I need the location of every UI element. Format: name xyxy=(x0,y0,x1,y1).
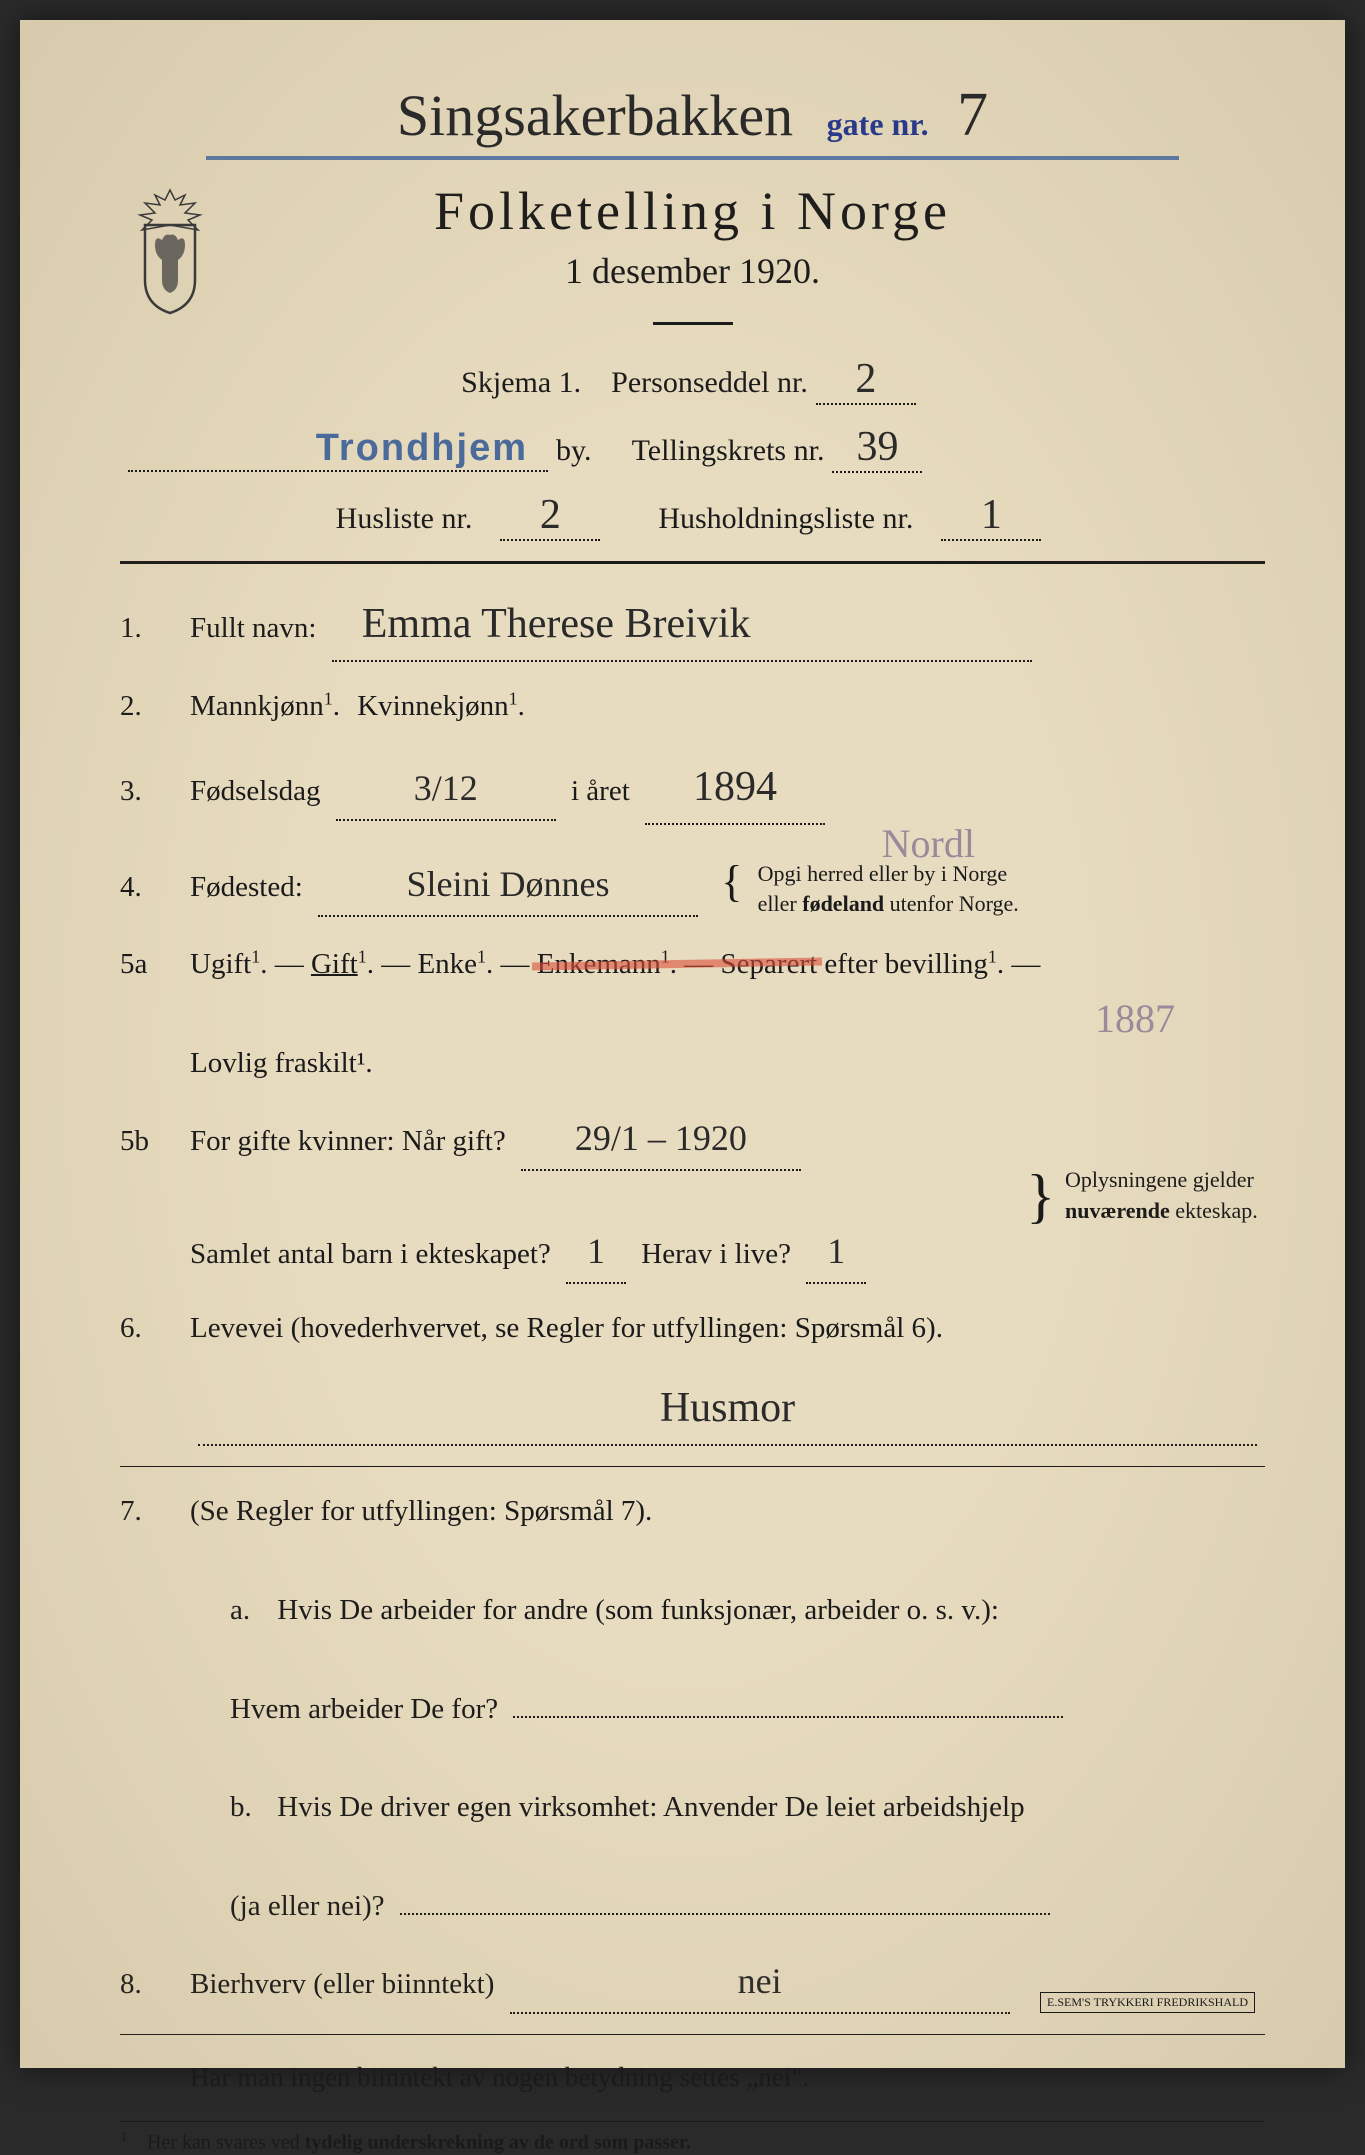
q1-value: Emma Therese Breivik xyxy=(332,589,1032,662)
q1: 1. Fullt navn: Emma Therese Breivik xyxy=(120,589,1265,662)
q1-label: Fullt navn: xyxy=(190,612,316,644)
header-underline xyxy=(206,156,1179,160)
tellingskrets-label: Tellingskrets nr. xyxy=(632,434,825,468)
q5b-label3: Herav i live? xyxy=(641,1238,791,1270)
by-line: Trondhjem by. Tellingskrets nr. 39 xyxy=(120,423,1265,473)
q7a-text1: Hvis De arbeider for andre (som funksjon… xyxy=(277,1594,999,1626)
q5b-note: Oplysningene gjelder nuværende ekteskap. xyxy=(1065,1165,1265,1227)
q5b-label2: Samlet antal barn i ekteskapet? xyxy=(190,1238,551,1270)
printer-mark: E.SEM'S TRYKKERI FREDRIKSHALD xyxy=(1040,1992,1255,2013)
q4-label: Fødested: xyxy=(190,871,303,903)
q8-num: 8. xyxy=(120,1960,190,2009)
q5b-children-alive: 1 xyxy=(806,1221,866,1284)
q7-num: 7. xyxy=(120,1487,190,1536)
q2-num: 2. xyxy=(120,682,190,731)
q2-female: Kvinnekjønn xyxy=(357,690,508,722)
q5b-num: 5b xyxy=(120,1117,190,1166)
street-name: Singsakerbakken xyxy=(397,83,793,148)
q7b-text2: (ja eller nei)? xyxy=(230,1890,385,1922)
personseddel-nr: 2 xyxy=(816,355,916,405)
q5a-line2: Lovlig fraskilt¹. xyxy=(190,1047,373,1079)
q5a-num: 5a xyxy=(120,940,190,989)
husliste-nr: 2 xyxy=(500,491,600,541)
section-divider-1 xyxy=(120,561,1265,564)
q4-value: Sleini Dønnes xyxy=(318,854,698,917)
q5a: 5a Ugift1. — Gift1. — Enke1. — Enkemann1… xyxy=(120,940,1265,1088)
q8-value: nei xyxy=(510,1951,1010,2014)
gate-number: 7 xyxy=(957,81,988,149)
skjema-line: Skjema 1. Personseddel nr. 2 xyxy=(120,355,1265,405)
q3-day: 3/12 xyxy=(336,758,556,821)
title-divider xyxy=(653,322,733,325)
personseddel-label: Personseddel nr. xyxy=(611,366,808,400)
q2: 2. Mannkjønn1. Kvinnekjønn1. xyxy=(120,682,1265,731)
q3: 3. Fødselsdag 3/12 i året 1894 xyxy=(120,752,1265,825)
street-header: Singsakerbakken gate nr. 7 xyxy=(120,80,1265,151)
coat-of-arms-icon xyxy=(120,185,220,315)
q3-label: Fødselsdag xyxy=(190,775,321,807)
gate-label: gate nr. xyxy=(827,106,929,142)
q4: 4. Fødested: Sleini Dønnes { Opgi herred… xyxy=(120,845,1265,920)
q2-male: Mannkjønn xyxy=(190,690,324,722)
q3-year: 1894 xyxy=(645,752,825,825)
closing-note: Har man ingen biinntekt av nogen betydni… xyxy=(190,2055,1265,2101)
q6-value: Husmor xyxy=(198,1373,1257,1446)
q3-year-label: i året xyxy=(571,775,630,807)
q7b-label: b. xyxy=(230,1783,270,1832)
skjema-label: Skjema 1. xyxy=(461,366,581,400)
q7a-value xyxy=(513,1716,1063,1718)
husholdning-label: Husholdningsliste nr. xyxy=(658,502,913,536)
q7b-value xyxy=(400,1913,1050,1915)
q5a-pencil-year: 1887 xyxy=(1095,985,1175,1053)
title-date: 1 desember 1920. xyxy=(120,250,1265,292)
q5b: 5b For gifte kvinner: Når gift? 29/1 – 1… xyxy=(120,1108,1265,1284)
census-form-page: Singsakerbakken gate nr. 7 Folketelling … xyxy=(20,20,1345,2068)
q8-label: Bierhverv (eller biinntekt) xyxy=(190,1968,494,2000)
q5b-children-total: 1 xyxy=(566,1221,626,1284)
q6: 6. Levevei (hovederhvervet, se Regler fo… xyxy=(120,1304,1265,1447)
husliste-line: Husliste nr. 2 Husholdningsliste nr. 1 xyxy=(120,491,1265,541)
thin-divider-1 xyxy=(120,1466,1265,1467)
q5b-marriage-date: 29/1 – 1920 xyxy=(521,1108,801,1171)
q7: 7. (Se Regler for utfyllingen: Spørsmål … xyxy=(120,1487,1265,1931)
q7b-text1: Hvis De driver egen virksomhet: Anvender… xyxy=(277,1791,1024,1823)
q6-label: Levevei (hovederhvervet, se Regler for u… xyxy=(190,1312,943,1344)
husholdning-nr: 1 xyxy=(941,491,1041,541)
q3-num: 3. xyxy=(120,767,190,816)
tellingskrets-nr: 39 xyxy=(832,423,922,473)
main-title: Folketelling i Norge xyxy=(120,180,1265,242)
q5b-label1: For gifte kvinner: Når gift? xyxy=(190,1125,506,1157)
q7-label: (Se Regler for utfyllingen: Spørsmål 7). xyxy=(190,1495,652,1527)
q7a-label: a. xyxy=(230,1586,270,1635)
by-suffix: by. xyxy=(556,434,592,468)
q7a-text2: Hvem arbeider De for? xyxy=(230,1693,498,1725)
q4-num: 4. xyxy=(120,863,190,912)
footnote: 1 Her kan svares ved tydelig underskrekn… xyxy=(120,2121,1265,2155)
husliste-label: Husliste nr. xyxy=(336,502,473,536)
q6-num: 6. xyxy=(120,1304,190,1353)
q4-pencil-note: Nordl xyxy=(882,810,975,878)
thin-divider-2 xyxy=(120,2034,1265,2035)
city-stamp: Trondhjem xyxy=(316,427,528,469)
q1-num: 1. xyxy=(120,604,190,653)
